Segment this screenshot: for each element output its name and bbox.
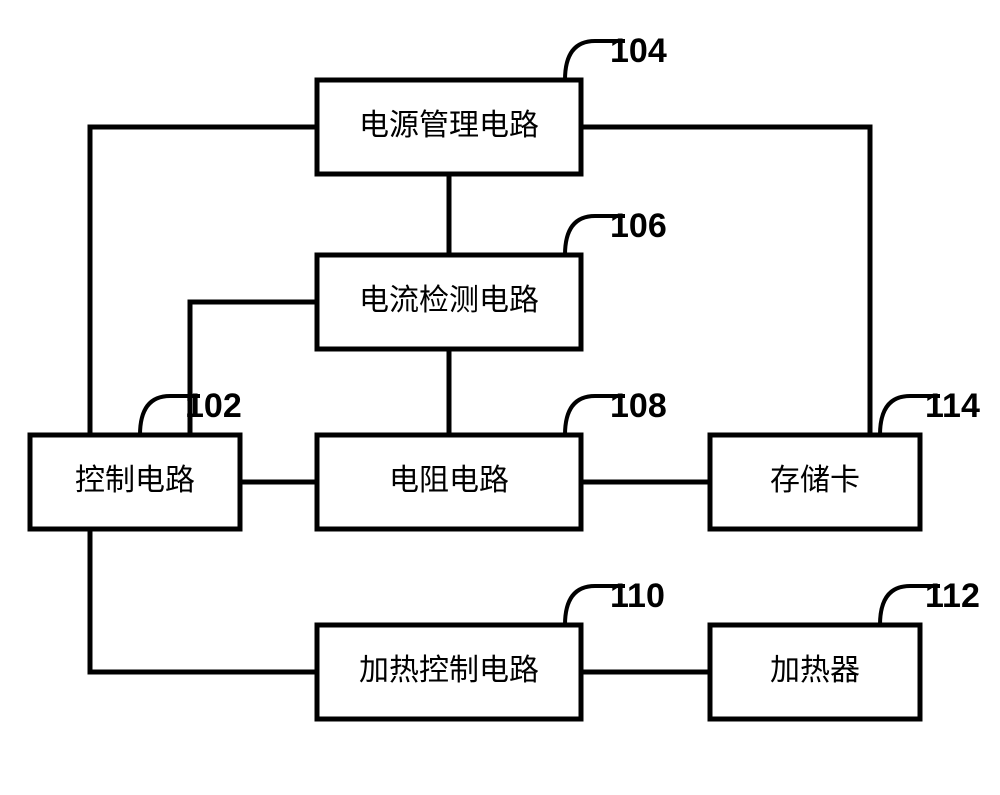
node-label-n106: 电流检测电路 bbox=[359, 284, 539, 317]
node-label-n102: 控制电路 bbox=[75, 464, 195, 497]
node-label-n114: 存储卡 bbox=[770, 464, 860, 497]
node-n112: 加热器 bbox=[710, 625, 920, 719]
node-n106: 电流检测电路 bbox=[317, 255, 581, 349]
ref-num-n114: 114 bbox=[925, 387, 980, 425]
node-n102: 控制电路 bbox=[30, 435, 240, 529]
ref-num-n106: 106 bbox=[610, 207, 667, 245]
node-label-n104: 电源管理电路 bbox=[359, 109, 539, 142]
node-label-n112: 加热器 bbox=[770, 654, 860, 687]
node-n104: 电源管理电路 bbox=[317, 80, 581, 174]
ref-num-n110: 110 bbox=[610, 577, 665, 615]
nodes-layer: 电源管理电路电流检测电路电阻电路 控制电路 存储卡加热控制电路 加热器 bbox=[30, 80, 920, 719]
ref-num-n112: 112 bbox=[925, 577, 980, 615]
ref-num-n104: 104 bbox=[610, 32, 667, 70]
edge-e102_110 bbox=[90, 529, 317, 672]
ref-num-n108: 108 bbox=[610, 387, 667, 425]
ref-num-n102: 102 bbox=[185, 387, 242, 425]
node-n110: 加热控制电路 bbox=[317, 625, 581, 719]
node-label-n110: 加热控制电路 bbox=[359, 654, 539, 687]
node-n114: 存储卡 bbox=[710, 435, 920, 529]
node-n108: 电阻电路 bbox=[317, 435, 581, 529]
node-label-n108: 电阻电路 bbox=[389, 464, 509, 497]
